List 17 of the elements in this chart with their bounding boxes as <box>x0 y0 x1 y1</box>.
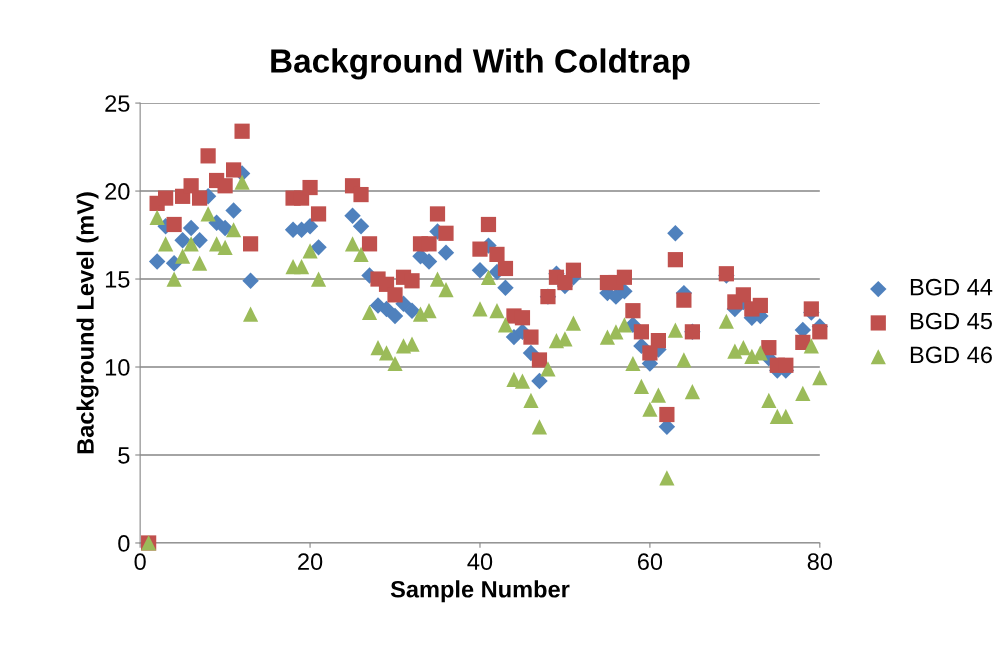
x-tick-label: 40 <box>467 553 493 571</box>
legend-label: BGD 45 <box>910 312 992 330</box>
y-tick-label: 20 <box>105 183 130 200</box>
legend-label: BGD 46 <box>910 346 992 364</box>
legend-label: BGD 44 <box>910 278 993 296</box>
chart-title: Background With Coldtrap <box>271 48 690 80</box>
y-tick-label: 0 <box>118 535 130 552</box>
x-tick-label: 60 <box>637 553 663 571</box>
x-tick-label: 20 <box>298 553 323 571</box>
y-tick-label: 10 <box>105 359 130 376</box>
y-axis-title: Background Level (mV) <box>76 192 99 454</box>
x-axis-title: Sample Number <box>390 580 570 603</box>
x-tick-label: 0 <box>134 553 146 571</box>
x-tick-label: 80 <box>807 553 833 571</box>
y-tick-label: 5 <box>118 447 130 464</box>
y-tick-label: 25 <box>105 95 130 112</box>
y-tick-label: 15 <box>105 271 130 288</box>
